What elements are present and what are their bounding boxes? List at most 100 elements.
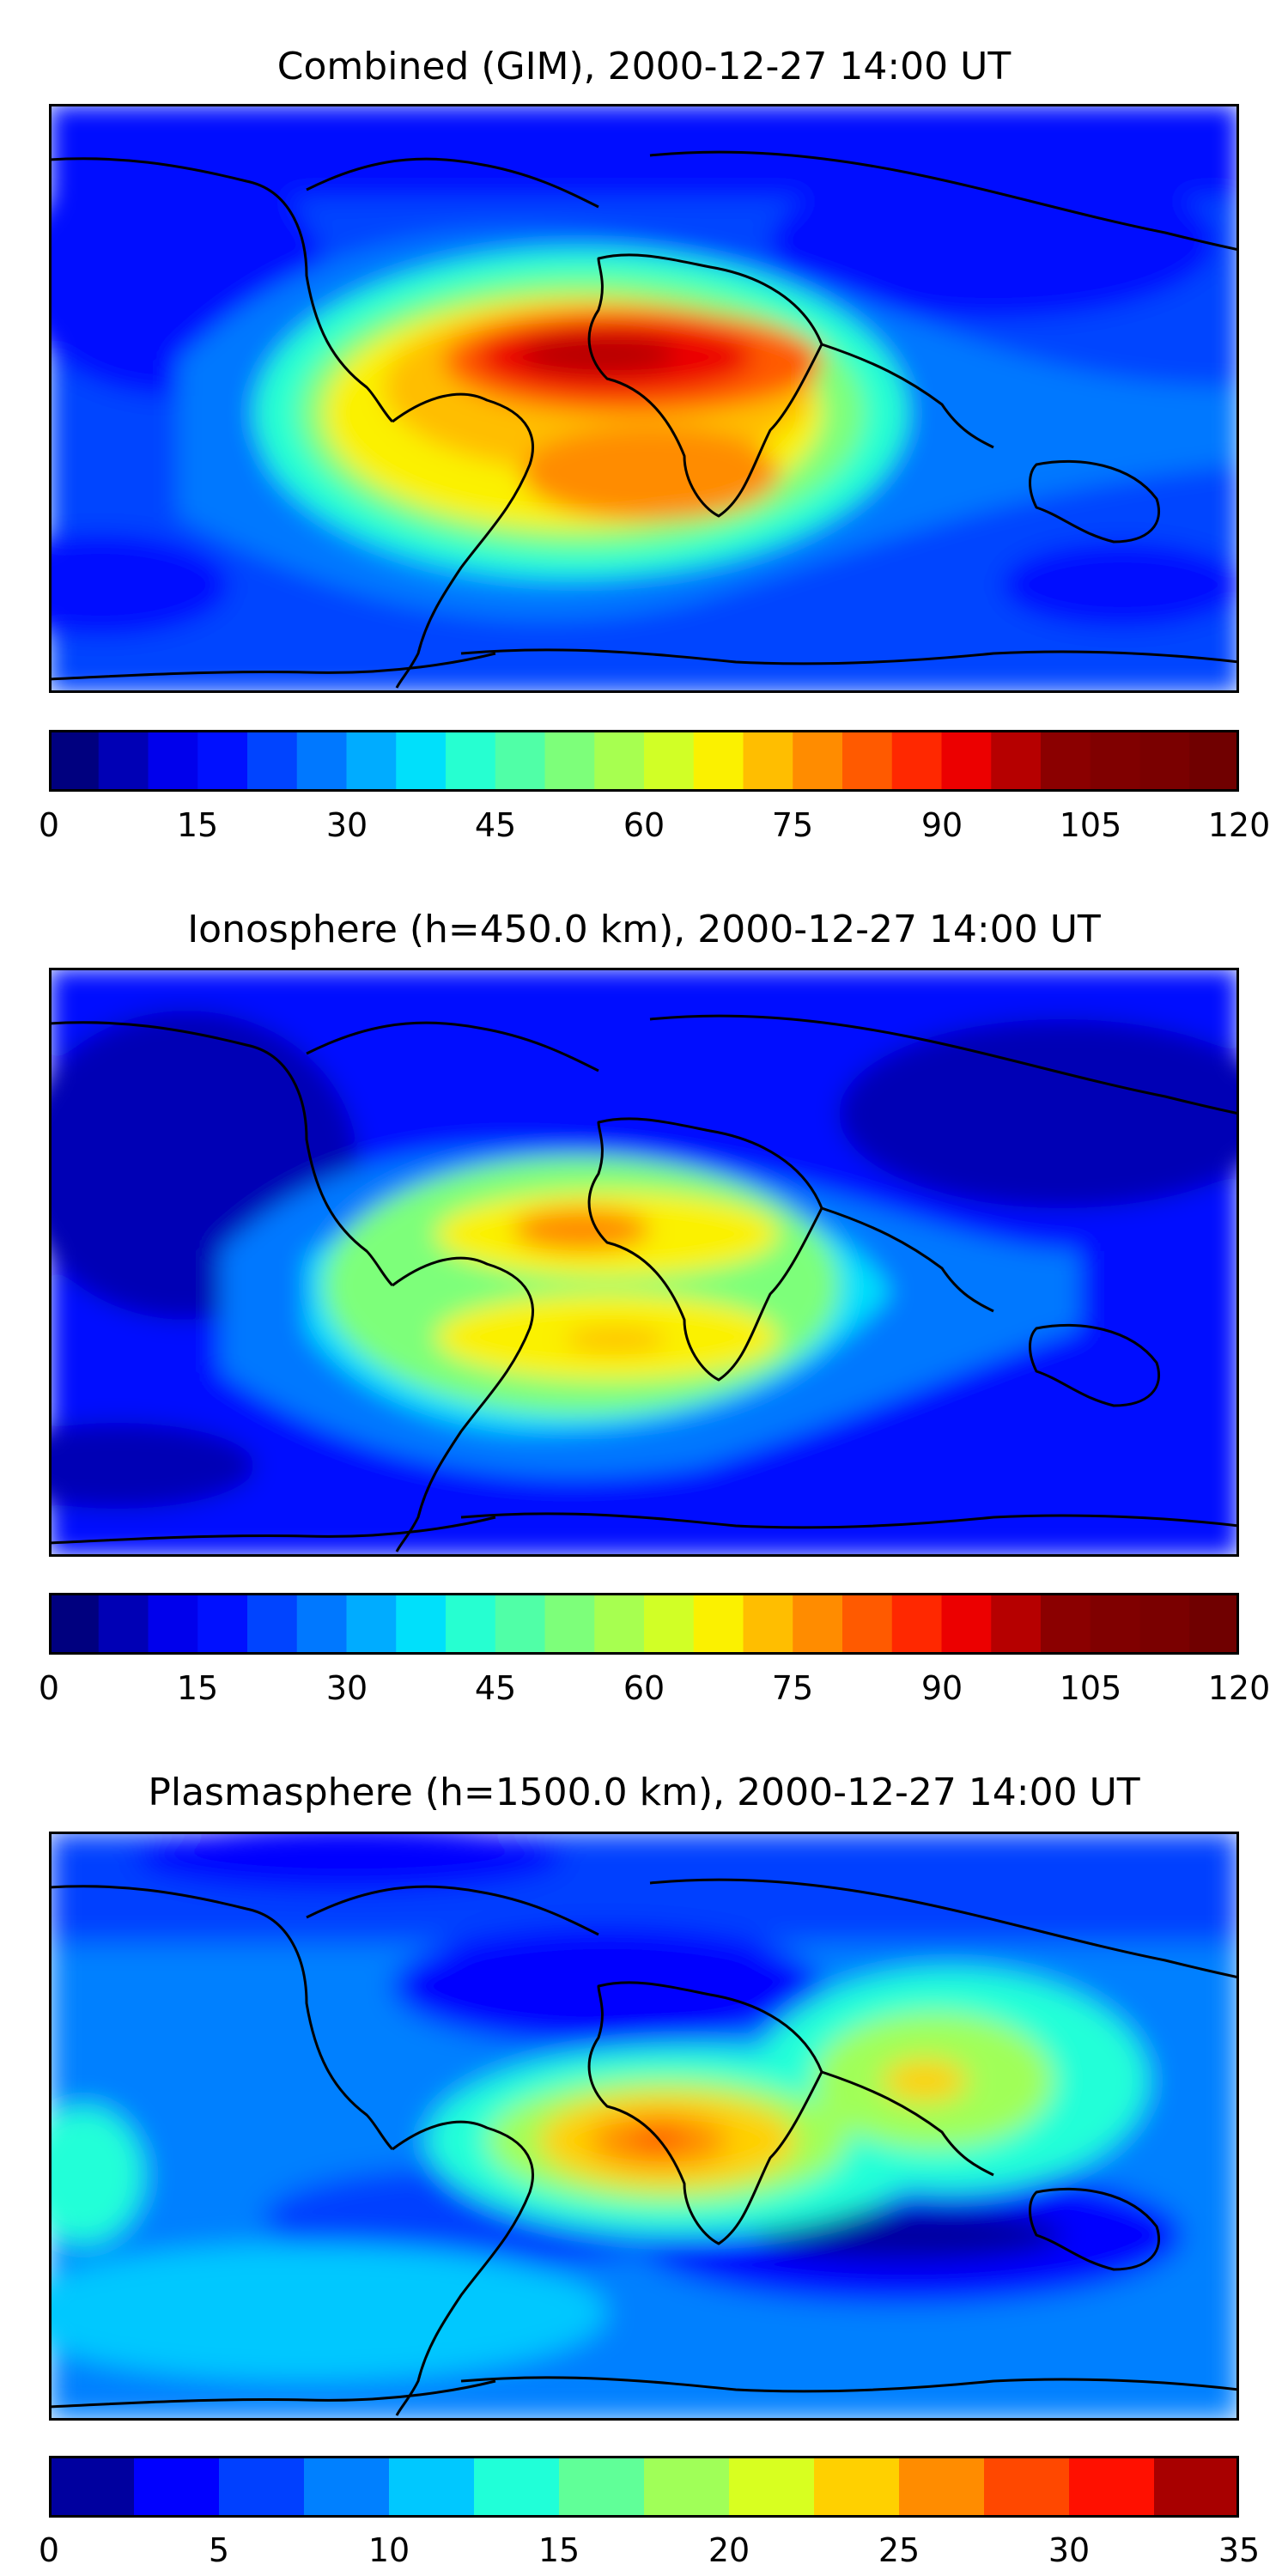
- panel1-colorbar: [49, 730, 1239, 792]
- p1-cbar-cell-16: [842, 730, 893, 792]
- p2-cbar-cell-7: [396, 1593, 447, 1655]
- p2-cbar-cell-23: [1189, 1593, 1239, 1655]
- p1-cbar-cell-19: [991, 730, 1042, 792]
- p1-cbar-cell-22: [1139, 730, 1191, 792]
- p3-tick-0: 0: [38, 2531, 60, 2569]
- p2-cbar-cell-12: [644, 1593, 695, 1655]
- p1-cbar-cell-4: [247, 730, 298, 792]
- p3-west-cyan: [49, 2106, 143, 2244]
- p3-cbar-cells: [49, 2456, 1239, 2518]
- p1-tick-0: 0: [38, 806, 60, 844]
- p2-tick-120: 120: [1207, 1669, 1271, 1707]
- p2-tick-15: 15: [176, 1669, 219, 1707]
- p1-tick-30: 30: [325, 806, 368, 844]
- p2-tick-105: 105: [1059, 1669, 1122, 1707]
- p1-tick-60: 60: [623, 806, 665, 844]
- p3-cbar-cell-0: [49, 2456, 135, 2518]
- p1-cbar-cell-20: [1041, 730, 1091, 792]
- p2-cbar-cell-0: [49, 1593, 100, 1655]
- p2-south-orange: [564, 1327, 667, 1352]
- p1-tick-45: 45: [474, 806, 517, 844]
- p2-cbar-cell-15: [793, 1593, 843, 1655]
- p2-cbar-cell-1: [98, 1593, 149, 1655]
- p1-coastlines: [49, 150, 1239, 689]
- p3-cbar-cell-3: [304, 2456, 390, 2518]
- panel3-title: Plasmasphere (h=1500.0 km), 2000-12-27 1…: [148, 1771, 1140, 1814]
- p3-cbar-cell-6: [559, 2456, 645, 2518]
- p1-south-orange: [521, 426, 779, 520]
- p1-cbar-cell-5: [296, 730, 348, 792]
- p1-tick-15: 15: [176, 806, 219, 844]
- p2-tick-75: 75: [771, 1669, 814, 1707]
- p1-cbar-cell-13: [693, 730, 744, 792]
- p3-tick-25: 25: [878, 2531, 920, 2569]
- p1-tick-105: 105: [1059, 806, 1122, 844]
- p2-tick-60: 60: [623, 1669, 665, 1707]
- p2-cbar-cell-18: [941, 1593, 993, 1655]
- p3-cbar-cell-2: [219, 2456, 305, 2518]
- p1-crest-red3: [521, 336, 676, 374]
- p1-cbar-cell-12: [644, 730, 695, 792]
- panel2-colorbar: [49, 1593, 1239, 1655]
- p3-india-yellow: [882, 2059, 968, 2102]
- p1-tick-120: 120: [1207, 806, 1271, 844]
- p1-cbar-cell-14: [743, 730, 794, 792]
- panel3-map: [49, 1832, 1239, 2421]
- p1-cbar-cell-8: [446, 730, 496, 792]
- p2-north-orange: [513, 1208, 650, 1251]
- p3-south-darkest: [753, 2209, 1062, 2261]
- p2-cbar-cell-4: [247, 1593, 298, 1655]
- p3-tick-30: 30: [1048, 2531, 1091, 2569]
- p3-cbar-cell-8: [729, 2456, 815, 2518]
- p1-cbar-cell-1: [98, 730, 149, 792]
- p2-cbar-cell-6: [346, 1593, 398, 1655]
- p1-south-indian: [1002, 542, 1239, 628]
- p2-cbar-cell-8: [446, 1593, 496, 1655]
- p1-cbar-cell-10: [544, 730, 596, 792]
- p3-tick-5: 5: [208, 2531, 230, 2569]
- p1-cbar-cell-3: [197, 730, 248, 792]
- panel3-colorbar: [49, 2456, 1239, 2518]
- p3-cbar-cell-10: [899, 2456, 985, 2518]
- p1-cbar-cells: [49, 730, 1239, 792]
- p2-cbar-cells: [49, 1593, 1239, 1655]
- panel2-map: [49, 968, 1239, 1557]
- p2-tick-90: 90: [920, 1669, 963, 1707]
- p3-tick-15: 15: [538, 2531, 580, 2569]
- p1-cbar-cell-6: [346, 730, 398, 792]
- p3-tick-20: 20: [708, 2531, 750, 2569]
- p2-cbar-cell-14: [743, 1593, 794, 1655]
- panel2-title: Ionosphere (h=450.0 km), 2000-12-27 14:0…: [187, 908, 1101, 951]
- p1-cbar-cell-2: [148, 730, 199, 792]
- p2-cbar-cell-16: [842, 1593, 893, 1655]
- p2-cbar-cell-2: [148, 1593, 199, 1655]
- p1-cbar-cell-9: [495, 730, 546, 792]
- p3-north-dark: [135, 1832, 564, 1892]
- p1-tick-90: 90: [920, 806, 963, 844]
- p2-tick-30: 30: [325, 1669, 368, 1707]
- p3-cbar-cell-1: [134, 2456, 220, 2518]
- p2-frame: [49, 968, 1239, 1557]
- p2-cbar-cell-20: [1041, 1593, 1091, 1655]
- p3-south-cyan: [49, 2244, 607, 2381]
- p3-atlantic-dark: [392, 1926, 822, 2046]
- p1-cbar-cell-15: [793, 730, 843, 792]
- p3-cbar-cell-4: [389, 2456, 475, 2518]
- p2-coastlines: [49, 1014, 1239, 1552]
- panel1-map: [49, 104, 1239, 693]
- p1-cbar-cell-7: [396, 730, 447, 792]
- p2-tick-45: 45: [474, 1669, 517, 1707]
- p3-tick-10: 10: [368, 2531, 410, 2569]
- p2-cbar-cell-17: [891, 1593, 943, 1655]
- panel1-title: Combined (GIM), 2000-12-27 14:00 UT: [276, 45, 1012, 88]
- p2-tick-0: 0: [38, 1669, 60, 1707]
- p1-cbar-cell-18: [941, 730, 993, 792]
- p3-cbar-cell-5: [474, 2456, 560, 2518]
- p2-cbar-cell-3: [197, 1593, 248, 1655]
- p1-cbar-cell-11: [594, 730, 645, 792]
- p2-cbar-cell-22: [1139, 1593, 1191, 1655]
- p3-cbar-cell-7: [644, 2456, 730, 2518]
- p3-cbar-cell-11: [984, 2456, 1070, 2518]
- p1-cbar-cell-0: [49, 730, 100, 792]
- p2-cbar-cell-10: [544, 1593, 596, 1655]
